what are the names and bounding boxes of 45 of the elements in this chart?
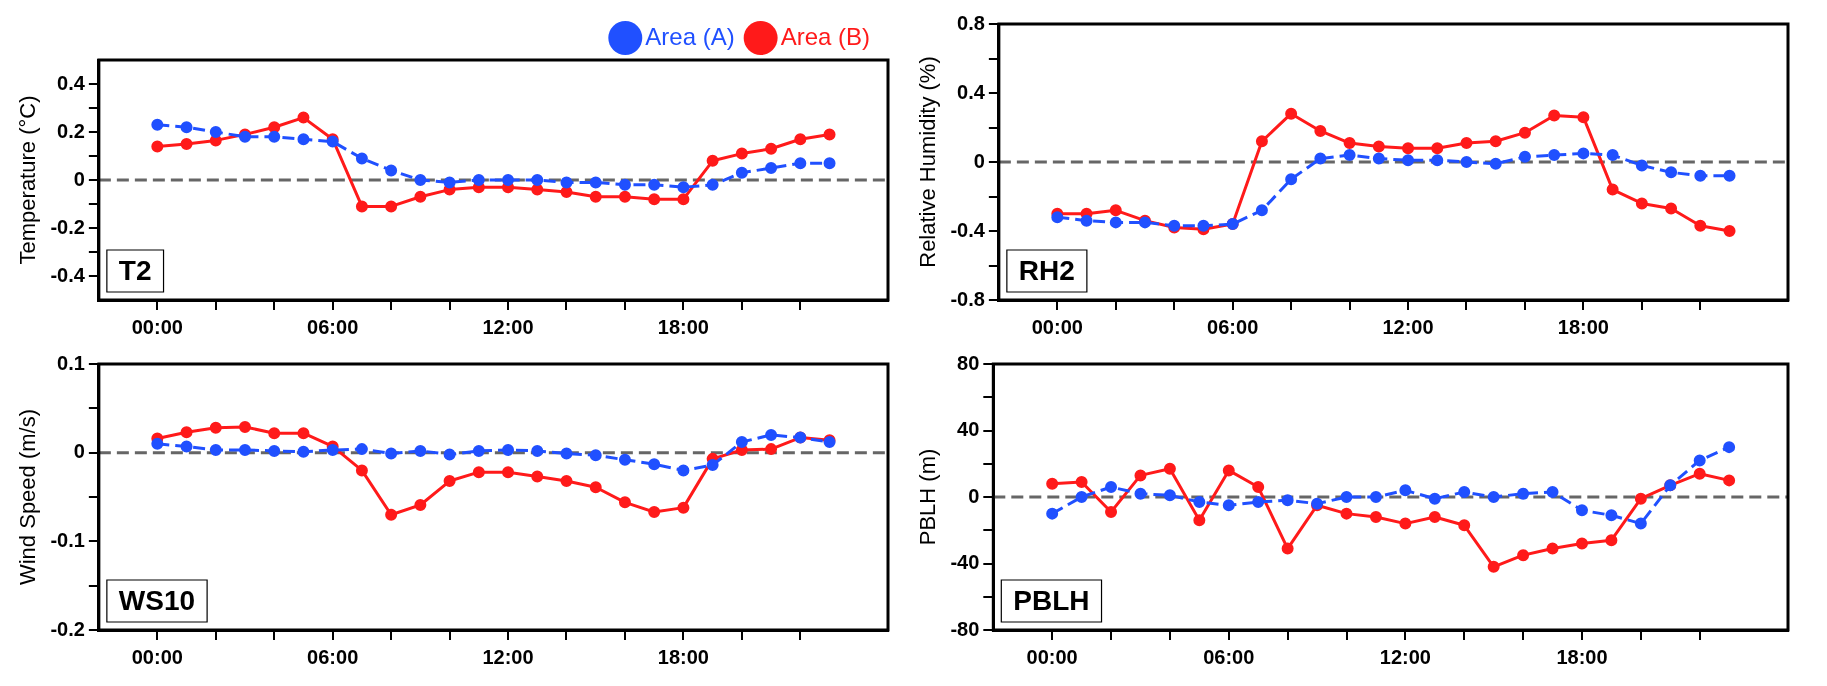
x-tick-label: 00:00 bbox=[1026, 645, 1078, 668]
x-tick-label: 00:00 bbox=[131, 645, 183, 668]
y-tick-label: -40 bbox=[950, 551, 980, 574]
y-tick-label: -0.1 bbox=[50, 528, 85, 551]
y-axis-title: Relative Humidity (%) bbox=[915, 56, 941, 268]
y-axis-title: Temperature (°C) bbox=[15, 95, 41, 265]
y-axis-title: PBLH (m) bbox=[915, 448, 941, 546]
y-tick-label: 0 bbox=[73, 167, 85, 190]
y-axis-title: Wind Speed (m/s) bbox=[15, 408, 41, 586]
y-tick-label: -0.8 bbox=[950, 287, 985, 310]
y-tick-label: -0.2 bbox=[50, 215, 85, 238]
y-tick-label: 0 bbox=[973, 149, 985, 172]
y-tick-label: 0.4 bbox=[957, 80, 986, 103]
y-tick-label: 0.8 bbox=[957, 11, 985, 34]
y-tick-label: 40 bbox=[957, 418, 980, 441]
y-tick-label: -0.4 bbox=[50, 263, 86, 286]
y-tick-label: 0 bbox=[73, 440, 85, 463]
annotation: RH2 bbox=[1018, 254, 1075, 286]
x-tick-label: 06:00 bbox=[307, 315, 359, 338]
x-tick-label: 18:00 bbox=[1557, 315, 1609, 338]
y-tick-label: 0.1 bbox=[57, 351, 85, 374]
y-tick-label: -0.4 bbox=[950, 218, 986, 241]
x-tick-label: 06:00 bbox=[1207, 315, 1259, 338]
legend-label: Area (B) bbox=[780, 22, 870, 50]
annotation: PBLH bbox=[1013, 584, 1090, 616]
x-tick-label: 00:00 bbox=[131, 315, 183, 338]
y-tick-label: 0 bbox=[968, 484, 980, 507]
x-tick-label: 12:00 bbox=[482, 315, 534, 338]
x-tick-label: 06:00 bbox=[307, 645, 359, 668]
x-tick-label: 18:00 bbox=[1556, 645, 1608, 668]
x-tick-label: 06:00 bbox=[1203, 645, 1255, 668]
x-tick-label: 12:00 bbox=[482, 645, 534, 668]
x-tick-label: 18:00 bbox=[657, 645, 709, 668]
legend-label: Area (A) bbox=[645, 22, 735, 50]
annotation: WS10 bbox=[118, 584, 196, 616]
y-tick-label: -0.2 bbox=[50, 617, 85, 640]
annotation: T2 bbox=[118, 254, 152, 286]
y-tick-label: -80 bbox=[950, 617, 980, 640]
y-tick-label: 0.2 bbox=[57, 119, 85, 142]
y-tick-label: 0.4 bbox=[57, 71, 86, 94]
y-tick-label: 80 bbox=[957, 351, 980, 374]
x-tick-label: 12:00 bbox=[1382, 315, 1434, 338]
x-tick-label: 12:00 bbox=[1379, 645, 1431, 668]
x-tick-label: 00:00 bbox=[1031, 315, 1083, 338]
x-tick-label: 18:00 bbox=[657, 315, 709, 338]
